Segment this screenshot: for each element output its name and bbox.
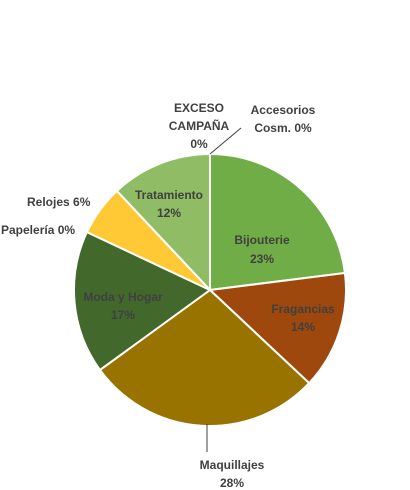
pie-slice-fragancias: [209, 271, 347, 385]
accesorios-label-line1: Accesorios: [251, 103, 316, 117]
accesorios-leader-line: [209, 127, 242, 155]
pie-slices: [73, 153, 347, 427]
exceso-label-line2: CAMPAÑA: [169, 118, 230, 133]
pie-slice-maquillajes: [98, 289, 311, 427]
maquillajes-label-name: Maquillajes: [200, 458, 265, 472]
pie-slice-moda-y-hogar: [73, 231, 211, 371]
exceso-label-pct: 0%: [190, 137, 208, 151]
exceso-label-line1: EXCESO: [174, 101, 224, 115]
maquillajes-label-pct: 28%: [220, 476, 244, 490]
fragancias-label-pct: 14%: [291, 320, 315, 334]
papeleria-label: Papelería 0%: [1, 223, 75, 237]
pie-slice-bijouterie: [209, 153, 346, 291]
bijouterie-label-name: Bijouterie: [234, 233, 290, 247]
accesorios-label-line2: Cosm. 0%: [254, 121, 312, 135]
tratamiento-label-name: Tratamiento: [135, 188, 203, 202]
relojes-label: Relojes 6%: [27, 195, 91, 209]
tratamiento-label-pct: 12%: [157, 206, 181, 220]
moda-label-name: Moda y Hogar: [83, 290, 163, 304]
moda-label-pct: 17%: [111, 308, 135, 322]
bijouterie-label-pct: 23%: [250, 252, 274, 266]
pie-slice-tratamiento: [115, 153, 211, 291]
fragancias-label-name: Fragancias: [271, 302, 335, 316]
